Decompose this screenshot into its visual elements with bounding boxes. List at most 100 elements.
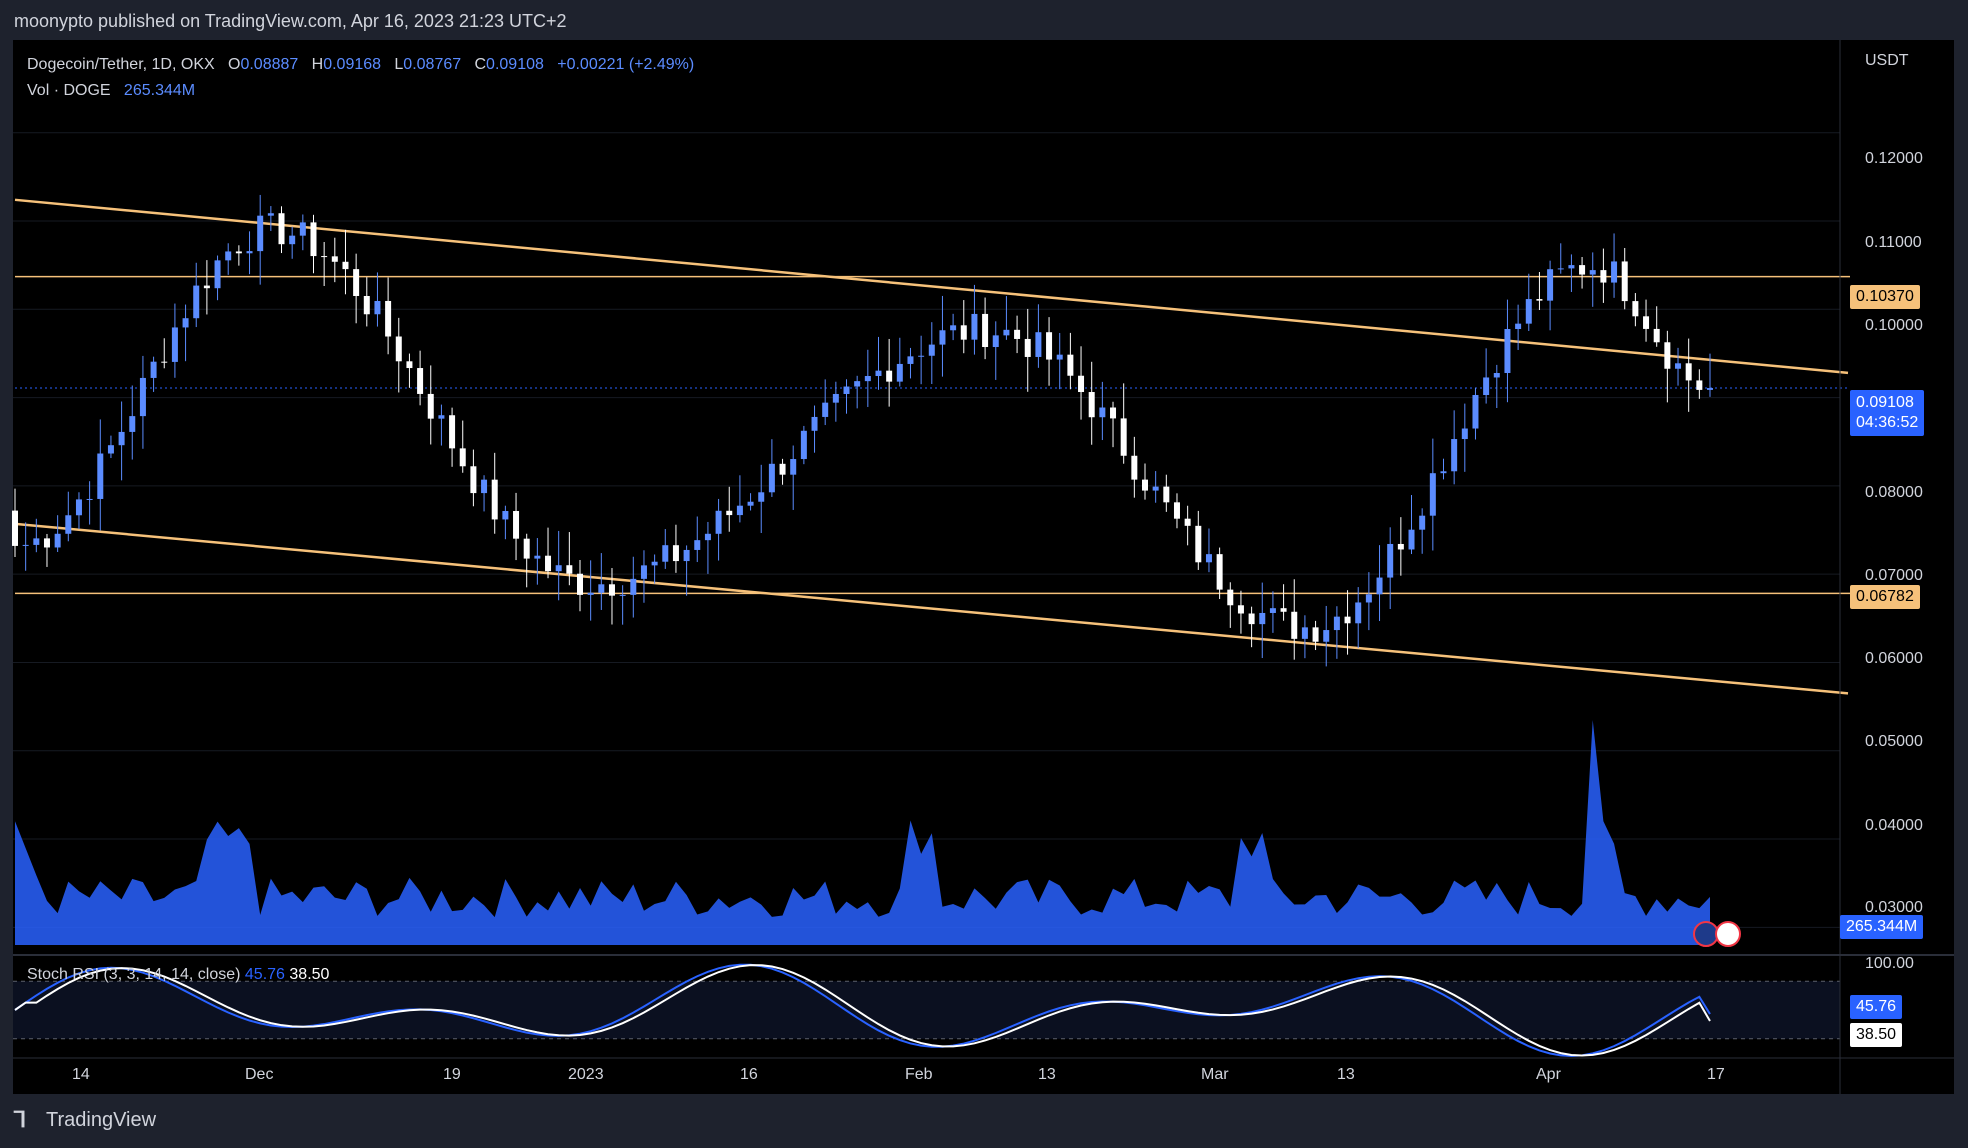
stoch-band: [13, 981, 1840, 1039]
candle-body: [203, 285, 210, 289]
candle-body: [971, 313, 978, 340]
resistance-price-tag: 0.10370: [1850, 285, 1920, 309]
stoch-k-value: 45.76: [244, 966, 285, 983]
us-flag-icon[interactable]: [1715, 921, 1741, 947]
candle-body: [768, 463, 775, 493]
candle-body: [427, 393, 434, 419]
candle-body: [1312, 627, 1319, 642]
candle-body: [331, 256, 338, 262]
time-label: 16: [740, 1066, 758, 1083]
chart-legend: Dogecoin/Tether, 1D, OKX O0.08887 H0.091…: [27, 52, 694, 104]
candle-body: [1376, 577, 1383, 595]
candle-body: [1408, 529, 1415, 550]
candle-body: [1056, 354, 1063, 360]
candle-body: [1397, 543, 1404, 550]
stoch-legend: Stoch RSI (3, 3, 14, 14, close) 45.76 38…: [27, 966, 329, 984]
candle-body: [1579, 265, 1586, 275]
candle-body: [1611, 261, 1618, 283]
candle-body: [459, 448, 466, 467]
candle-body: [1547, 269, 1554, 301]
candle-body: [214, 260, 221, 289]
candle-body: [1131, 455, 1138, 480]
candle-body: [1280, 608, 1287, 612]
candle-countdown: 04:36:52: [1856, 414, 1919, 431]
upper-channel-line: [14, 198, 1849, 375]
volume-value: 265.344M: [123, 82, 196, 99]
candle-body: [278, 213, 285, 245]
candle-body: [694, 540, 701, 550]
candle-body: [1067, 354, 1074, 376]
candle-body: [1173, 502, 1180, 519]
price-tick: 0.07000: [1865, 567, 1923, 584]
candle-body: [353, 269, 360, 296]
candle-body: [1589, 270, 1596, 275]
candle-body: [1333, 616, 1340, 631]
footer: ⅂ TradingView: [0, 1094, 1968, 1148]
candle-body: [406, 361, 413, 369]
candle-body: [608, 584, 615, 596]
candle-body: [1472, 395, 1479, 429]
candle-body: [960, 325, 967, 340]
candle-body: [1621, 261, 1628, 302]
stoch-title[interactable]: Stoch RSI (3, 3, 14, 14, close): [27, 966, 241, 983]
candle-body: [832, 393, 839, 403]
price-tick: 0.03000: [1865, 899, 1923, 916]
candle-body: [481, 479, 488, 494]
candle-body: [33, 538, 40, 545]
publish-info: moonypto published on TradingView.com, A…: [14, 11, 567, 31]
candle-body: [1152, 486, 1159, 491]
candle-body: [1419, 515, 1426, 530]
candle-body: [651, 561, 658, 566]
candle-body: [886, 370, 893, 382]
candle-body: [928, 344, 935, 356]
candle-body: [12, 510, 18, 546]
support-price-tag: 0.06782: [1850, 585, 1920, 609]
candle-body: [502, 511, 509, 520]
candle-body: [1078, 375, 1085, 393]
candle-body: [896, 363, 903, 382]
candle-body: [1675, 363, 1682, 369]
candle-body: [1461, 428, 1468, 440]
candle-body: [1355, 602, 1362, 624]
candle-body: [800, 430, 807, 460]
candle-body: [246, 251, 253, 254]
stoch-d-line: [14, 964, 1711, 1057]
candle-body: [843, 386, 850, 394]
candle-body: [1046, 332, 1053, 360]
candle-body: [1248, 613, 1255, 625]
time-label: Dec: [245, 1066, 274, 1083]
candle-body: [1205, 554, 1212, 563]
candle-body: [22, 544, 29, 546]
tradingview-logo-icon[interactable]: ⅂: [14, 1107, 27, 1132]
price-tick: 0.08000: [1865, 484, 1923, 501]
time-label: 2023: [568, 1066, 604, 1083]
symbol-label[interactable]: Dogecoin/Tether, 1D, OKX: [27, 56, 215, 73]
time-label: Feb: [905, 1066, 933, 1083]
candle-body: [118, 431, 125, 446]
candle-body: [267, 213, 274, 216]
candle-body: [1344, 616, 1351, 624]
axis-currency: USDT: [1865, 52, 1909, 69]
candle-body: [1568, 265, 1575, 269]
candle-body: [545, 555, 552, 572]
time-label: Apr: [1536, 1066, 1561, 1083]
stoch-top-tick: 100.00: [1865, 955, 1914, 972]
brand-name[interactable]: TradingView: [46, 1109, 157, 1131]
low-value: 0.08767: [403, 56, 462, 73]
candle-body: [566, 565, 573, 574]
candle-body: [1643, 316, 1650, 329]
candle-body: [374, 300, 381, 315]
current-price-tag: 0.09108 04:36:52: [1850, 390, 1925, 436]
volume-label[interactable]: Vol · DOGE: [27, 82, 111, 99]
candle-body: [534, 555, 541, 559]
candle-body: [75, 499, 82, 516]
candle-body: [257, 215, 264, 252]
candle-body: [619, 594, 626, 596]
candle-body: [321, 256, 328, 258]
candle-body: [1088, 392, 1095, 418]
publish-header: moonypto published on TradingView.com, A…: [0, 0, 1968, 40]
candle-body: [939, 330, 946, 345]
candle-body: [299, 222, 306, 236]
candle-body: [523, 538, 530, 559]
